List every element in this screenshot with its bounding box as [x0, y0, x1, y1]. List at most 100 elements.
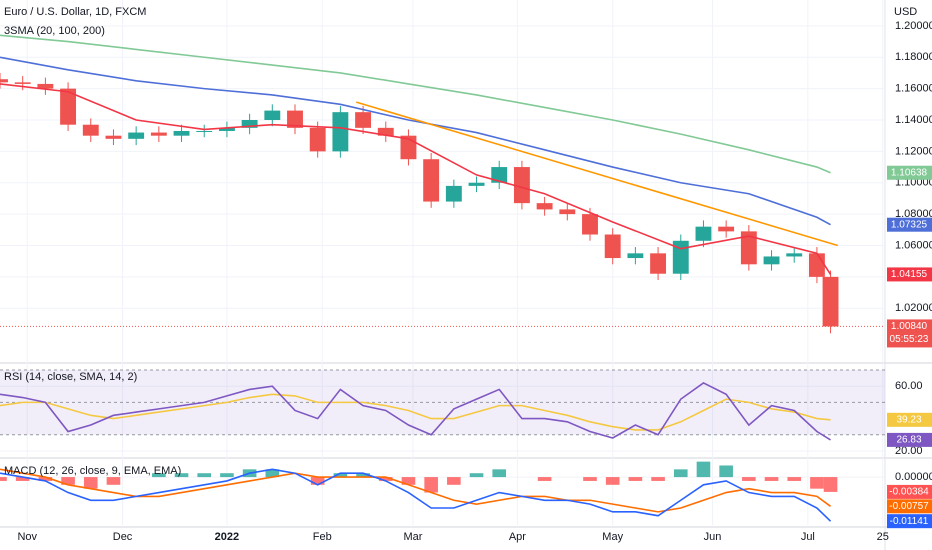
candle-body: [468, 182, 485, 186]
y-tick-label: 60.00: [895, 380, 923, 392]
histogram-bar: [823, 477, 838, 492]
band-fill: [0, 370, 885, 435]
last-value-box: [887, 412, 932, 427]
x-tick-label: 2022: [215, 531, 239, 543]
histogram-bar: [787, 477, 802, 481]
last-value-box: [887, 319, 932, 348]
last-value-box: [887, 484, 932, 499]
last-value-label: 1.10638: [891, 167, 928, 178]
histogram-bar: [83, 477, 98, 489]
indicator-line: [356, 101, 839, 247]
candle-body: [536, 203, 553, 210]
candle-body: [309, 127, 326, 152]
histogram-bar: [583, 477, 597, 481]
candle-body: [491, 167, 508, 183]
histogram-bar: [0, 477, 7, 481]
candle-body: [582, 214, 598, 235]
histogram-bar: [356, 473, 370, 478]
histogram-bar: [197, 473, 212, 478]
histogram-bar: [38, 477, 53, 481]
histogram-bar: [469, 473, 484, 478]
candle-body: [355, 112, 372, 128]
histogram-bar: [15, 477, 30, 481]
candle-body: [627, 253, 644, 259]
candle-body: [808, 253, 825, 277]
last-value-box: [887, 165, 932, 180]
y-tick-label: 0.00000: [895, 471, 932, 483]
x-tick-label: Dec: [113, 531, 133, 543]
candle-body: [332, 112, 349, 152]
last-value-label: -0.00757: [889, 501, 929, 512]
candle-body: [786, 253, 803, 257]
x-tick-label: Jul: [801, 531, 815, 543]
candle-body: [513, 167, 530, 204]
histogram-bar: [401, 477, 416, 485]
y-tick-label: 1.16000: [895, 83, 932, 95]
y-tick-label: 1.02000: [895, 302, 932, 314]
candle-body: [445, 185, 462, 202]
last-value-label: -0.01141: [890, 516, 929, 527]
candle-body: [218, 127, 235, 131]
y-tick-label: 1.14000: [895, 114, 932, 126]
y-tick-label: 1.08000: [895, 208, 932, 220]
histogram-bar: [220, 473, 234, 478]
candle-body: [60, 88, 77, 125]
candle-body: [0, 79, 8, 83]
x-tick-label: Feb: [313, 531, 332, 543]
last-value-box: [887, 267, 932, 282]
candle-body: [822, 276, 839, 327]
countdown-label: 05:55:23: [890, 334, 929, 345]
candle-body: [695, 226, 712, 241]
last-value-label: 26.83: [896, 435, 921, 446]
y-tick-label: 1.20000: [895, 20, 932, 32]
x-tick-label: Mar: [404, 531, 423, 543]
candle-body: [241, 120, 258, 128]
candle-body: [287, 110, 303, 128]
histogram-bar: [605, 477, 620, 485]
candle-body: [672, 240, 689, 274]
y-tick-label: 1.18000: [895, 51, 932, 63]
last-value-box: [887, 514, 932, 529]
histogram-bar: [265, 469, 280, 478]
last-value-label: 1.04155: [891, 269, 928, 280]
candle-body: [82, 124, 99, 136]
histogram-bar: [810, 477, 824, 489]
x-tick-label: 25: [877, 531, 889, 543]
last-value-box: [887, 217, 932, 232]
histogram-bar: [447, 477, 461, 485]
x-tick-label: Nov: [17, 531, 37, 543]
candle-body: [196, 130, 213, 132]
indicator-line: [0, 56, 831, 226]
indicator-line: [0, 34, 831, 174]
candle-body: [264, 110, 281, 120]
histogram-bar: [333, 473, 348, 478]
histogram-bar: [673, 469, 688, 478]
last-value-label: 1.00840: [891, 321, 928, 332]
x-tick-label: Jun: [704, 531, 722, 543]
histogram-bar: [378, 477, 393, 481]
rsi-title: RSI (14, close, SMA, 14, 2): [4, 371, 137, 383]
histogram-bar: [628, 477, 643, 481]
macd-title: MACD (12, 26, close, 9, EMA, EMA): [4, 465, 181, 477]
histogram-bar: [719, 465, 733, 478]
candle-body: [105, 135, 122, 139]
indicator-line: [0, 393, 831, 431]
x-tick-label: May: [602, 531, 623, 543]
chart-title: Euro / U.S. Dollar, 1D, FXCM: [4, 6, 146, 18]
histogram-bar: [742, 477, 756, 481]
candle-body: [423, 159, 440, 202]
histogram-bar: [651, 477, 665, 481]
indicator-line: [0, 468, 832, 522]
indicator-line: [0, 382, 831, 441]
candle-body: [14, 82, 31, 84]
candle-body: [763, 256, 780, 265]
y-tick-label: 1.06000: [895, 239, 932, 251]
histogram-bar: [696, 461, 711, 478]
indicator-title: 3SMA (20, 100, 200): [4, 25, 105, 37]
histogram-bar: [61, 477, 75, 485]
candle-body: [150, 132, 167, 136]
histogram-bar: [174, 473, 189, 478]
candle-body: [377, 127, 394, 136]
